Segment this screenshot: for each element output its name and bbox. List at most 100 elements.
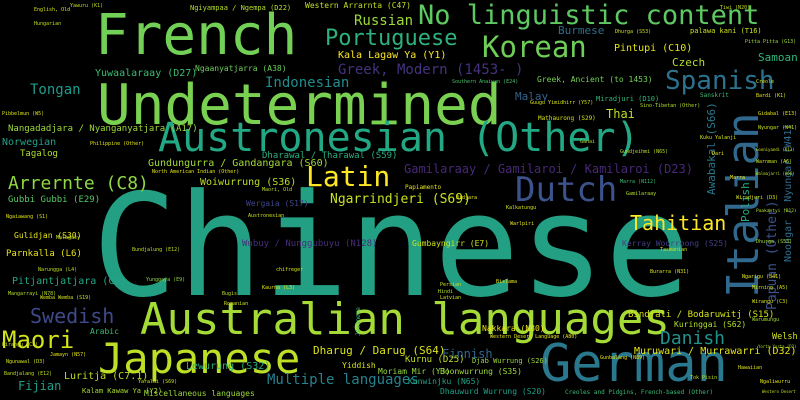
word-czech: Czech xyxy=(672,56,706,69)
word-multiple-languages: Multiple languages xyxy=(267,372,419,388)
word-ngiyampaa: Ngiyampaa / Ngempa (D22) xyxy=(190,4,292,12)
word-dhauwurd-wurrung: Dhauwurd Wurrung (S20) xyxy=(440,387,546,396)
word-ngaanyatjarra: Ngaanyatjarra (A38) xyxy=(195,64,287,73)
word-bindjali: Bindjali / Bodaruwitj (S15) xyxy=(628,310,775,320)
word-papiamento: Papiamento xyxy=(405,184,442,191)
word-gundjeihmi: Gundjeihmi (N65) xyxy=(620,149,669,155)
word-tongan: Tongan xyxy=(30,82,81,98)
word-guugu-yimidhirr: Guugu Yimidhirr (Y57) xyxy=(530,100,594,106)
word-luritja: Luritja (C7.1) xyxy=(64,371,149,382)
word-norwegian: Norwegian xyxy=(2,137,57,148)
word-hawaiian: Hawaiian xyxy=(738,365,763,371)
word-dutch: Dutch xyxy=(515,170,618,210)
word-javanese: Javanese xyxy=(355,307,362,336)
word-mirning: Mirning (A5) xyxy=(752,285,789,291)
word-malay: Malay xyxy=(515,90,549,103)
word-english-old: English, Old xyxy=(34,7,71,13)
word-western-desert-language: Western Desert Language (A80) xyxy=(490,334,578,340)
word-indonesian: Indonesian xyxy=(265,75,350,91)
word-gubbi-gubbi: Gubbi Gubbi (E29) xyxy=(8,195,101,205)
word-kunwinjku: Kunwinjku (N65) xyxy=(408,377,481,386)
word-warlpiri: Warlpiri xyxy=(510,221,535,227)
word-tiwi: Tiwi (N20) xyxy=(720,5,751,11)
word-romanian: Romanian xyxy=(224,301,249,307)
word-chifreger: chifreger xyxy=(276,267,304,273)
word-dharawal: Dharawal / Tharawal (S59) xyxy=(262,151,398,161)
word-pibbelmun: Pibbelmun (W5) xyxy=(2,111,45,117)
word-yuwaalaraay: Yuwaalaraay (D27) xyxy=(95,68,198,79)
word-undetermined: Undetermined xyxy=(97,73,502,138)
word-bugis: Bugis xyxy=(222,291,238,297)
word-persian: Persian xyxy=(440,282,462,288)
word-tok-pisin: Tok Pisin xyxy=(690,375,718,381)
word-kalkatungu: Kalkatungu xyxy=(506,205,537,211)
word-marra-n112: Marra (N112) xyxy=(620,179,657,185)
word-kalam-kawaw-ya: Kalam Kawaw Ya (Y2) xyxy=(82,387,163,395)
word-japanese: Japanese xyxy=(98,334,301,383)
word-gumbayngirr: Gumbayngirr (E7) xyxy=(412,239,490,248)
word-narungga: Narungga (L4) xyxy=(38,267,78,273)
word-lewurung: Lewurung (S32) xyxy=(186,361,271,372)
word-burarra: Burarra (N31) xyxy=(650,269,690,275)
word-mathaurong: Mathaurong (S29) xyxy=(538,115,596,122)
word-miradjuri: Miradjuri (D10) xyxy=(596,95,660,103)
word-papuan-other: Papuan (Other) xyxy=(765,200,780,310)
word-walmajarri: Walmajarri (A66) xyxy=(756,171,795,176)
word-tasmanian: Tasmanian xyxy=(660,247,688,253)
word-parnkalla: Parnkalla (L6) xyxy=(6,249,82,259)
word-wiradjuri: Wiradjuri (D3) xyxy=(736,195,779,201)
word-creoles-french: Creoles and Pidgins, French-based (Other… xyxy=(565,389,714,396)
word-moriam-mir: Moriam Mir (Y3) xyxy=(378,367,451,376)
word-yorta-yorta: Yorta Yorta (D2) xyxy=(758,344,797,349)
word-austronesian: Austronesian xyxy=(248,213,285,219)
word-dari: Dari xyxy=(712,151,725,157)
word-greek-ancient: Greek, Ancient (to 1453) xyxy=(537,75,653,84)
word-no-linguistic-content: No linguistic content xyxy=(418,0,760,31)
word-hindi: Hindi xyxy=(438,289,454,295)
word-latin: Latin xyxy=(306,160,391,193)
word-ganai: Ganai xyxy=(580,139,596,145)
word-awabakal: Awabakal (S66) xyxy=(705,102,718,195)
word-ngarigu: Ngarigu (S41) xyxy=(742,274,782,280)
word-yaraldi: Yaraldi (S69) xyxy=(138,379,178,385)
word-philippine: Philippine (Other) xyxy=(90,141,145,147)
word-polish: Polish xyxy=(739,182,752,222)
word-danish: Danish xyxy=(660,328,726,349)
word-yawuru: Yawuru (K1) xyxy=(70,3,104,9)
word-creole: Creole xyxy=(756,79,775,85)
word-arabic: Arabic xyxy=(90,327,119,336)
word-paakantyi: Paakantyi (D12) xyxy=(756,209,797,214)
word-wemba-wemba: Wemba Wemba (S19) xyxy=(40,295,92,301)
word-yiddish: Yiddish xyxy=(342,361,376,370)
word-yunggaya: Yunggaya (E9) xyxy=(146,277,186,283)
word-russian: Russian xyxy=(354,13,414,29)
word-warnman: Warnman (A6) xyxy=(756,159,793,165)
word-misc-languages: Miscellaneous languages xyxy=(144,389,255,398)
word-spanish: Spanish xyxy=(665,66,775,96)
word-palawa-kani: palawa kani (T16) xyxy=(690,27,762,35)
word-hungarian: Hungarian xyxy=(34,21,62,27)
word-ngunawal: Ngunawal (D3) xyxy=(6,359,46,365)
word-boonwurrung: Boonwurrung (S35) xyxy=(440,367,522,376)
word-korean: Korean xyxy=(482,30,587,64)
word-swedish: Swedish xyxy=(30,304,115,328)
word-greek-modern: Greek, Modern (1453- ) xyxy=(338,62,524,78)
word-nakkara: Nakkara (N80) xyxy=(482,324,545,333)
word-kuringgai: Kuringgai (S62) xyxy=(674,320,747,329)
word-pitta-pitta: Pitta Pitta (G13) xyxy=(745,39,797,45)
word-kerray-woorroong: Kerray Woorroong (S25) xyxy=(622,239,728,248)
word-fijian: Fijian xyxy=(18,379,62,393)
word-sanskrit: Sanskrit xyxy=(700,92,729,99)
word-bandjalang: Bandjalang (E12) xyxy=(4,371,53,377)
word-wirangu-2: Wirangu (C3) xyxy=(2,342,39,348)
word-maori: Maori xyxy=(2,326,75,354)
word-samoan: Samoan xyxy=(758,51,798,64)
word-bardi: Bardi (K1) xyxy=(756,93,787,99)
word-djab-wurrung: Djab Wurrung (S26) xyxy=(472,357,548,365)
word-finnish: Finnish xyxy=(442,347,493,361)
word-nangadadjara: Nangadadjara / Nyanganyatjara (A17) xyxy=(8,124,198,134)
word-dhurga: Dhurga (S53) xyxy=(615,29,652,35)
word-pitjantjatjara: Pitjantjatjara (C6) xyxy=(12,276,127,287)
word-ngaiawang: Ngaiawang (S1) xyxy=(6,214,49,220)
word-wergaia: Wergaia (S17) xyxy=(246,199,309,208)
